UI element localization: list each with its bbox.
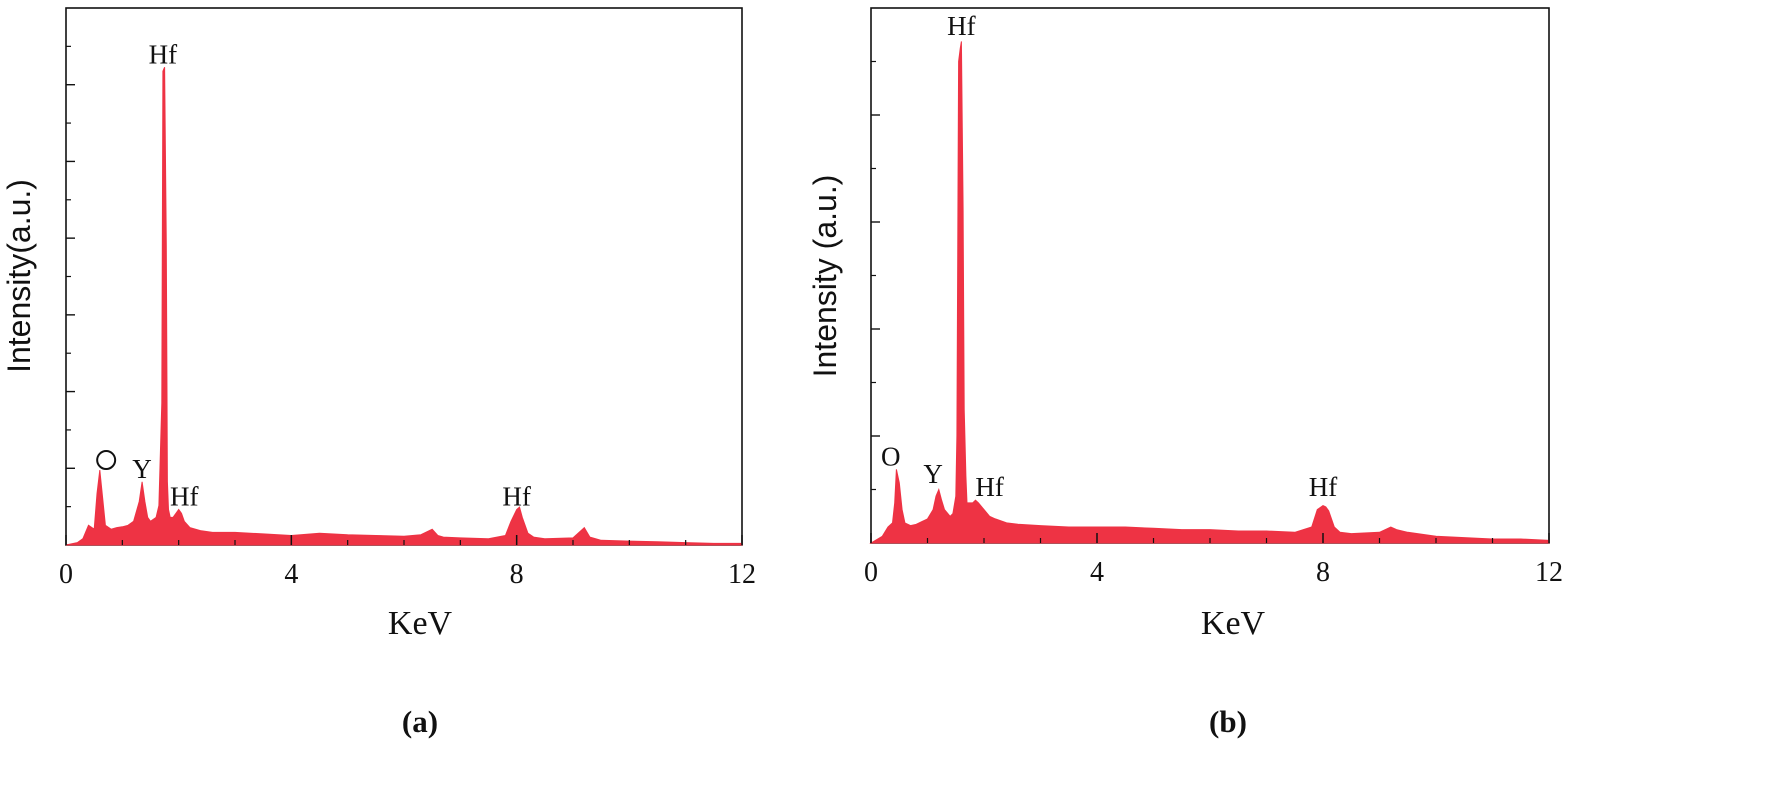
y-axis-label-b: Intensity (a.u.) — [807, 175, 843, 378]
x-tick-label-a: 0 — [59, 559, 73, 590]
x-tick-label-b: 8 — [1316, 557, 1330, 588]
panel-label-b: (b) — [1209, 704, 1247, 739]
x-axis-label-a: KeV — [388, 605, 453, 642]
peak-label-a: Hf — [502, 482, 531, 512]
plot-frame-b — [870, 7, 1550, 544]
peak-label-o-text-a: O — [106, 465, 107, 467]
x-tick-label-a: 4 — [284, 559, 298, 590]
chart-panel-b: 0 4 8 12 Hf OY Hf Hf Intensity (a.u.) KeV (b) — [807, 7, 1563, 739]
peak-label-a: Hf — [170, 482, 199, 512]
spectrum-area-a — [65, 67, 743, 546]
panel-label-a: (a) — [402, 704, 438, 739]
x-tick-label-b: 12 — [1535, 557, 1563, 588]
x-tick-label-a: 12 — [728, 559, 756, 590]
x-tick-label-b: 0 — [864, 557, 878, 588]
peak-label-o-a — [96, 450, 117, 471]
peak-label-a: Hf — [149, 39, 178, 69]
peak-label-b: O — [881, 441, 901, 471]
plot-area-b: 0 4 8 12 Hf OY Hf Hf — [864, 11, 1563, 588]
chart-panel-a: 0 4 8 12 Hf O Y Hf Hf Intensity(a.u.) KeV (a) — [1, 7, 756, 739]
peak-label-a: Y — [132, 454, 152, 484]
peak-label-b: Hf — [947, 11, 976, 41]
plot-area-a: 0 4 8 12 Hf O Y Hf Hf — [59, 39, 756, 590]
x-tick-label-b: 4 — [1090, 557, 1104, 588]
spectrum-area-b — [869, 41, 1550, 544]
peak-label-b: Hf — [1309, 472, 1338, 502]
peak-label-b: Y — [923, 459, 943, 489]
x-axis-label-b: KeV — [1201, 605, 1266, 642]
x-tick-label-a: 8 — [510, 559, 524, 590]
peak-label-b: Hf — [975, 472, 1004, 502]
y-axis-label-a: Intensity(a.u.) — [1, 179, 37, 373]
